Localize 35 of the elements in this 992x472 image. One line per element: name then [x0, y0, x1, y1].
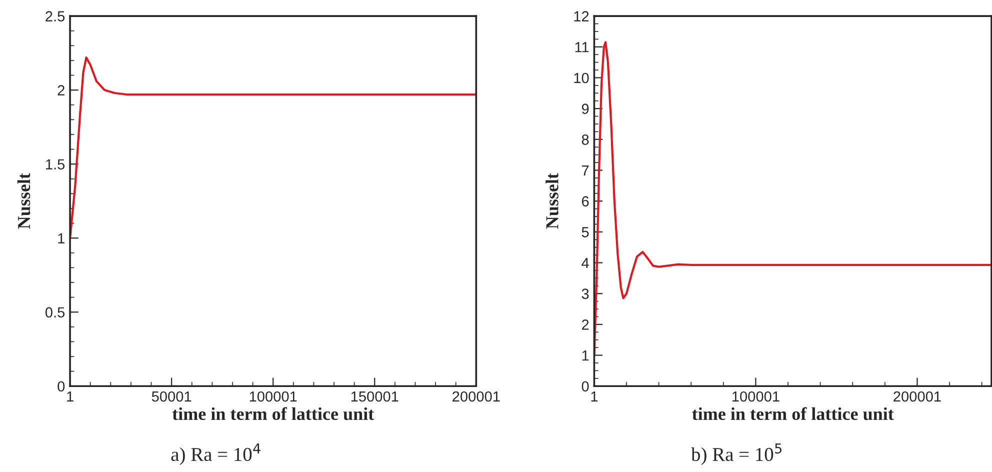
- x-tick-label: 100001: [250, 391, 297, 402]
- x-tick-label: 150001: [351, 391, 398, 402]
- y-tick-label: 0: [582, 381, 589, 392]
- y-tick-label: 6: [582, 196, 589, 206]
- y-tick-label: 4: [582, 258, 589, 268]
- y-tick-label: 2: [582, 320, 589, 330]
- y-tick-label: 1: [582, 350, 589, 361]
- y-tick-label: 10: [574, 72, 589, 84]
- y-tick-label: 5: [582, 227, 589, 238]
- x-tick-label: 200001: [894, 391, 941, 402]
- line-series: [594, 41, 992, 356]
- y-tick-label: 11: [575, 42, 589, 52]
- y-tick-label: 0: [58, 381, 65, 392]
- y-tick-label: 1.5: [46, 159, 65, 170]
- y-tick-label: 0.5: [45, 307, 65, 318]
- y-tick-label: 7: [582, 165, 589, 176]
- x-axis-title: time in term of lattice unit: [172, 407, 374, 420]
- line-series: [70, 56, 476, 240]
- y-tick-label: 1: [58, 233, 64, 244]
- x-tick-label: 1: [67, 391, 74, 402]
- y-axis-title: Nusselt: [17, 173, 30, 229]
- y-tick-label: 2.5: [46, 11, 65, 22]
- y-tick-label: 8: [582, 134, 589, 145]
- y-tick-label: 3: [582, 288, 589, 300]
- x-tick-label: 50001: [152, 391, 192, 402]
- x-axis-title: time in term of lattice unit: [692, 407, 894, 420]
- y-tick-label: 12: [574, 11, 589, 22]
- y-axis-title: Nusselt: [546, 173, 558, 229]
- y-tick-label: 9: [582, 104, 589, 114]
- x-tick-label: 1: [591, 391, 598, 402]
- text: b) Ra = 10$^{5}$: [691, 443, 782, 465]
- text: a) Ra = 10$^{4}$: [171, 443, 260, 465]
- y-tick-label: 2: [58, 85, 64, 96]
- x-tick-label: 200001: [452, 391, 500, 402]
- x-tick-label: 100001: [732, 391, 780, 402]
